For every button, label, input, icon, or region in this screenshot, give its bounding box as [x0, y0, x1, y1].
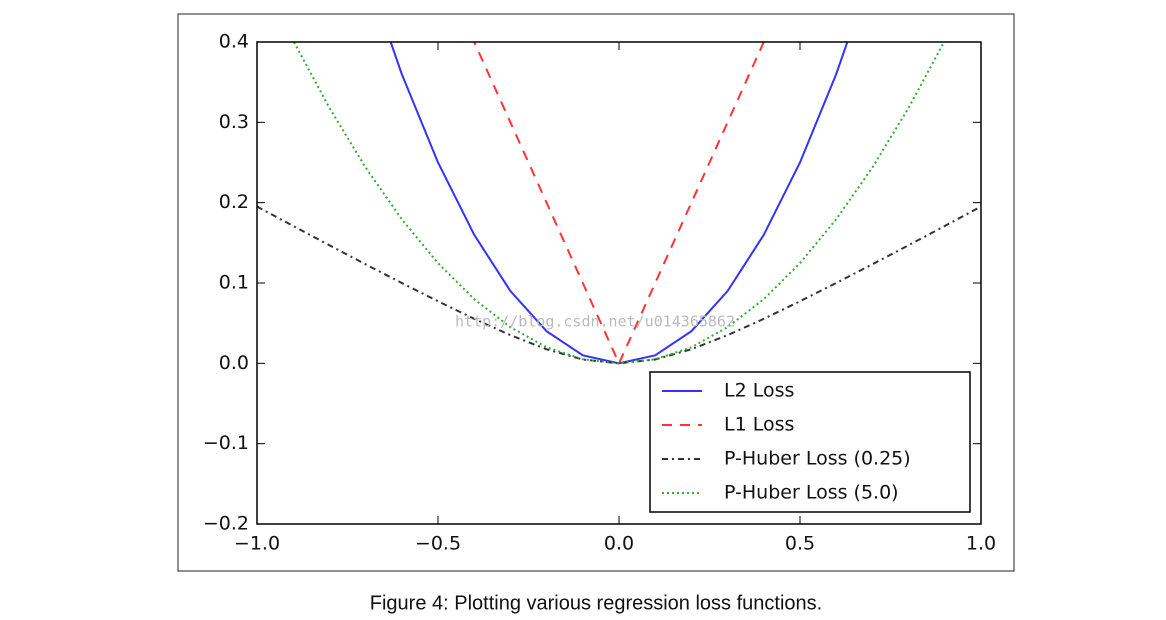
plot-lines [257, 42, 981, 366]
y-tick-label: −0.2 [203, 513, 249, 535]
watermark: http://blog.csdn.net/u014365862 [455, 313, 735, 331]
legend: L2 Loss L1 Loss P-Huber Loss (0.25) P-Huber… [649, 371, 971, 513]
plot-frame [256, 41, 982, 525]
x-tick-label: −0.5 [415, 533, 461, 555]
legend-label: L1 Loss [724, 414, 794, 436]
legend-box [649, 371, 971, 513]
y-tick-label: 0.2 [219, 191, 249, 213]
caption: Figure 4: Plotting various regression lo… [370, 592, 822, 614]
ticks: −0.2 −0.1 0.0 0.1 0.2 0.3 0.4 −1.0 −0.5 0.0 0.5 1.0 [203, 31, 996, 555]
x-tick-label: −1.0 [234, 533, 280, 555]
x-tick-label: 0.5 [785, 533, 815, 555]
x-tick-label: 0.0 [604, 533, 634, 555]
series-line [389, 42, 849, 365]
legend-label: P-Huber Loss (5.0) [724, 482, 899, 504]
y-tick-label: 0.1 [219, 272, 249, 294]
legend-label: P-Huber Loss (0.25) [724, 448, 911, 470]
legend-label: L2 Loss [724, 380, 794, 402]
y-tick-label: 0.3 [219, 111, 249, 133]
y-tick-label: −0.1 [203, 432, 249, 454]
y-tick-label: 0.0 [219, 352, 249, 374]
y-tick-label: 0.4 [219, 31, 249, 53]
series-line [257, 205, 981, 365]
series-line [292, 42, 946, 365]
x-tick-label: 1.0 [966, 533, 996, 555]
